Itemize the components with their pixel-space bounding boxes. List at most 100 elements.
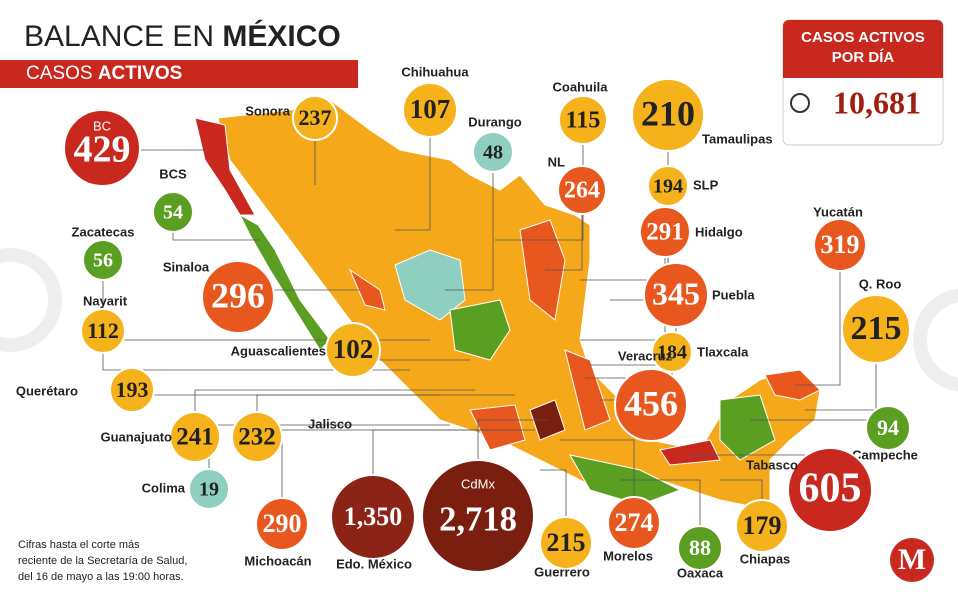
- state-bubble: [651, 331, 693, 373]
- state-bubble: [421, 459, 535, 573]
- state-bubble: [677, 525, 723, 571]
- state-bubble: [558, 95, 608, 145]
- background-decor: [0, 248, 958, 392]
- leader-line: [445, 152, 494, 291]
- state-value: 274: [615, 508, 654, 537]
- state-name: NL: [548, 154, 565, 169]
- footnote-line: reciente de la Secretaría de Salud,: [18, 555, 187, 567]
- subtitle-bold: ACTIVOS: [98, 63, 182, 84]
- state-name: Tlaxcala: [697, 344, 749, 359]
- state-value: 215: [851, 310, 902, 347]
- state-name: Yucatán: [813, 204, 863, 219]
- state-name: Colima: [142, 480, 186, 495]
- state-name: Nayarit: [83, 293, 128, 308]
- state-name: Sinaloa: [163, 259, 210, 274]
- title-bold: MÉXICO: [222, 19, 340, 53]
- title-regular: BALANCE EN: [24, 20, 214, 53]
- state-bubble: [325, 322, 381, 378]
- state-name: Chihuahua: [401, 64, 469, 79]
- state-name: Hidalgo: [695, 224, 743, 239]
- state-bubble: [402, 82, 458, 138]
- state-value: 241: [176, 424, 214, 451]
- state-value: 237: [299, 105, 332, 130]
- state-name: Q. Roo: [859, 276, 902, 291]
- state-bubble: [63, 109, 141, 187]
- state-value: 319: [821, 230, 860, 259]
- state-value: 215: [547, 528, 586, 557]
- state-value: 291: [646, 219, 684, 246]
- state-name: Guanajuato: [100, 429, 172, 444]
- state-value: 429: [74, 128, 131, 170]
- state-bubble: [330, 474, 416, 560]
- state-bubble: [169, 411, 221, 463]
- state-name: Puebla: [712, 287, 755, 302]
- state-name: Guerrero: [534, 564, 590, 579]
- state-bubble: [607, 496, 661, 550]
- state-name: Campeche: [852, 447, 918, 462]
- subtitle-bar: [0, 60, 358, 88]
- logo-text: M: [898, 543, 926, 576]
- state-value: 184: [657, 342, 687, 364]
- subtitle: CASOS ACTIVOS: [26, 63, 182, 84]
- state-bubble: [188, 468, 230, 510]
- state-value: 19: [199, 479, 219, 501]
- state-bubble: [80, 308, 126, 354]
- state-value: 232: [238, 424, 276, 451]
- footnote-line: Cifras hasta el corte más: [18, 539, 140, 551]
- state-value: 2,718: [439, 501, 517, 539]
- map: [194, 99, 821, 511]
- state-value: 179: [743, 511, 782, 540]
- state-bubble: [255, 497, 309, 551]
- state-name: Tamaulipas: [702, 131, 773, 146]
- state-name: BC: [93, 119, 111, 134]
- state-value: 112: [87, 318, 119, 343]
- state-bubble: [735, 499, 789, 553]
- state-bubble: [787, 447, 873, 533]
- state-name: SLP: [693, 177, 719, 192]
- state-name: Zacatecas: [72, 224, 135, 239]
- logo: M: [890, 538, 934, 582]
- state-value: 88: [689, 535, 711, 560]
- subtitle-regular: CASOS: [26, 63, 93, 84]
- footnote-line: del 16 de mayo a las 19:00 horas.: [18, 571, 184, 583]
- virus-icon: [790, 93, 810, 113]
- state-name: Tabasco: [746, 457, 798, 472]
- state-bubble: [643, 262, 709, 328]
- header: BALANCE EN MÉXICO CASOS ACTIVOS: [0, 19, 358, 88]
- box-title: POR DÍA: [832, 49, 895, 66]
- leader-line: [395, 110, 431, 231]
- leader-line: [560, 439, 635, 523]
- state-value: 54: [163, 202, 183, 224]
- state-bubble: [292, 95, 338, 141]
- state-bubble: [813, 218, 867, 272]
- state-value: 345: [652, 275, 700, 311]
- state-name: Oaxaca: [677, 565, 724, 580]
- state-name: Jalisco: [308, 416, 352, 431]
- state-value: 210: [641, 93, 695, 133]
- state-value: 193: [116, 377, 149, 402]
- state-bubble: [152, 191, 194, 233]
- state-name: Veracruz: [618, 348, 673, 363]
- state-name: CdMx: [461, 477, 495, 492]
- state-name: Aguascalientes: [231, 343, 326, 358]
- state-bubble: [231, 411, 283, 463]
- footnote: Cifras hasta el corte más reciente de la…: [18, 539, 187, 583]
- state-bubble: [647, 165, 689, 207]
- logo-circle: [890, 538, 934, 582]
- box-title: CASOS ACTIVOS: [801, 29, 925, 46]
- state-bubble: [865, 405, 911, 451]
- state-value: 605: [799, 466, 862, 512]
- state-value: 194: [653, 176, 683, 198]
- state-name: Coahuila: [553, 79, 609, 94]
- leader-line: [545, 190, 583, 271]
- state-name: Morelos: [603, 548, 653, 563]
- state-bubble: [841, 294, 911, 364]
- state-value: 102: [333, 334, 374, 364]
- state-value: 264: [564, 178, 600, 204]
- state-name: Querétaro: [16, 383, 78, 398]
- daily-box: CASOS ACTIVOS POR DÍA 10,681: [782, 19, 944, 146]
- state-value: 56: [93, 250, 113, 272]
- state-value: 1,350: [344, 502, 402, 531]
